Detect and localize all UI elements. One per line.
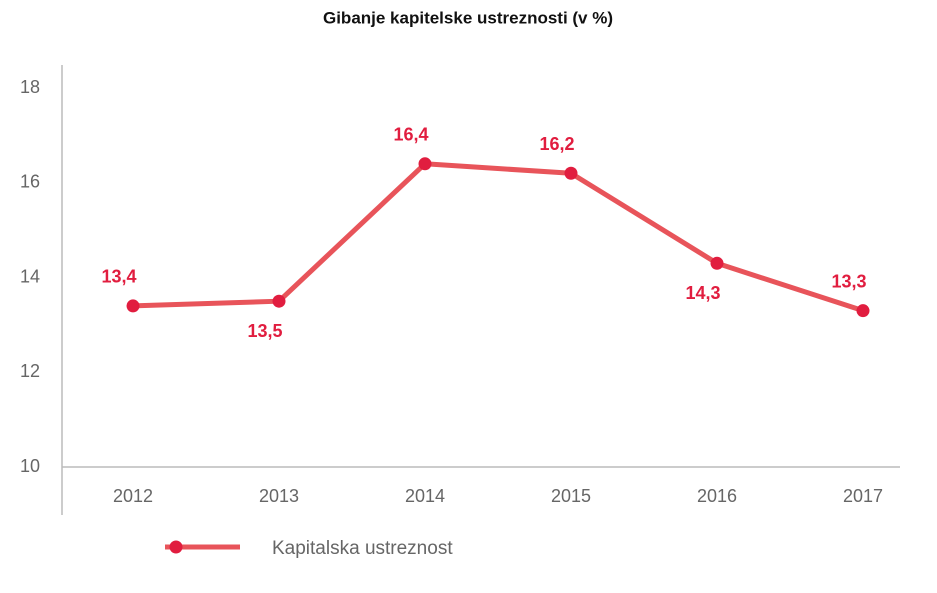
y-tick-label: 16 bbox=[20, 172, 40, 192]
x-tick-label: 2013 bbox=[259, 486, 299, 506]
y-tick-label: 12 bbox=[20, 361, 40, 381]
data-line bbox=[132, 161, 864, 314]
x-tick-label: 2014 bbox=[405, 486, 445, 506]
y-tick-label: 10 bbox=[20, 456, 40, 476]
data-point bbox=[418, 157, 432, 171]
y-tick-label: 18 bbox=[20, 77, 40, 97]
data-label: 13,3 bbox=[831, 271, 866, 291]
data-label: 16,2 bbox=[539, 134, 574, 154]
data-point bbox=[856, 304, 870, 318]
data-label: 16,4 bbox=[393, 125, 428, 145]
legend-marker bbox=[169, 540, 183, 554]
legend-label: Kapitalska ustreznost bbox=[272, 538, 453, 559]
y-tick-label: 14 bbox=[20, 266, 40, 286]
data-point bbox=[564, 166, 578, 180]
data-point bbox=[272, 294, 286, 308]
data-label: 13,4 bbox=[101, 267, 136, 287]
x-tick-label: 2016 bbox=[697, 486, 737, 506]
x-tick-label: 2015 bbox=[551, 486, 591, 506]
x-tick-label: 2012 bbox=[113, 486, 153, 506]
chart-title: Gibanje kapitelske ustreznosti (v %) bbox=[323, 8, 613, 27]
data-label: 13,5 bbox=[247, 321, 282, 341]
data-label: 14,3 bbox=[685, 283, 720, 303]
data-point bbox=[710, 256, 724, 270]
data-point bbox=[126, 299, 140, 313]
x-tick-label: 2017 bbox=[843, 486, 883, 506]
